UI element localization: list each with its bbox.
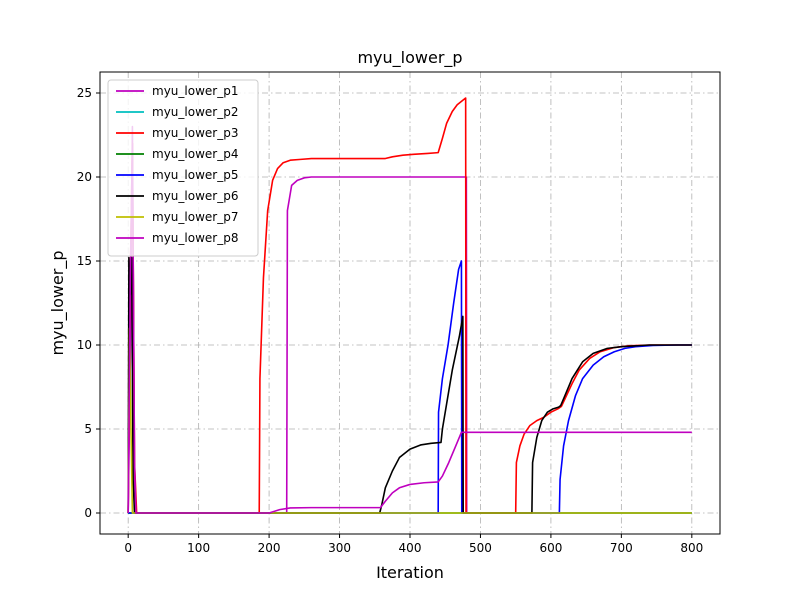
x-tick-label: 200 [258,541,281,555]
legend: myu_lower_p1 myu_lower_p2 myu_lower_p3 myu_… [107,79,259,257]
series-line-3 [127,97,692,514]
y-tick-label: 25 [77,86,92,100]
chart-title: myu_lower_p [357,48,462,68]
x-tick-label: 400 [399,541,422,555]
series-line-5 [128,260,692,514]
series-line-8 [127,142,692,514]
legend-label: myu_lower_p5 [152,168,238,182]
x-tick-label: 500 [469,541,492,555]
y-tick-label: 5 [84,422,92,436]
legend-label: myu_lower_p3 [152,126,238,140]
x-axis-title: Iteration [376,563,444,582]
legend-label: myu_lower_p1 [152,84,238,98]
x-tick-label: 700 [610,541,633,555]
y-tick-label: 20 [77,170,92,184]
x-tick-label: 100 [187,541,210,555]
legend-label: myu_lower_p6 [152,189,238,203]
legend-box [107,79,259,257]
series-line-6 [127,256,692,514]
y-axis-title: myu_lower_p [48,250,68,355]
axis-ticks: 0 100 200 300 400 500 600 700 800 0 5 10 15 20 25 [77,86,704,555]
y-tick-label: 0 [84,506,92,520]
legend-label: myu_lower_p7 [152,210,238,224]
legend-label: myu_lower_p8 [152,231,238,245]
y-tick-label: 10 [77,338,92,352]
x-tick-label: 300 [328,541,351,555]
x-tick-label: 600 [539,541,562,555]
legend-label: myu_lower_p2 [152,105,238,119]
y-tick-label: 15 [77,254,92,268]
x-tick-label: 800 [680,541,703,555]
legend-label: myu_lower_p4 [152,147,238,161]
x-tick-label: 0 [124,541,132,555]
